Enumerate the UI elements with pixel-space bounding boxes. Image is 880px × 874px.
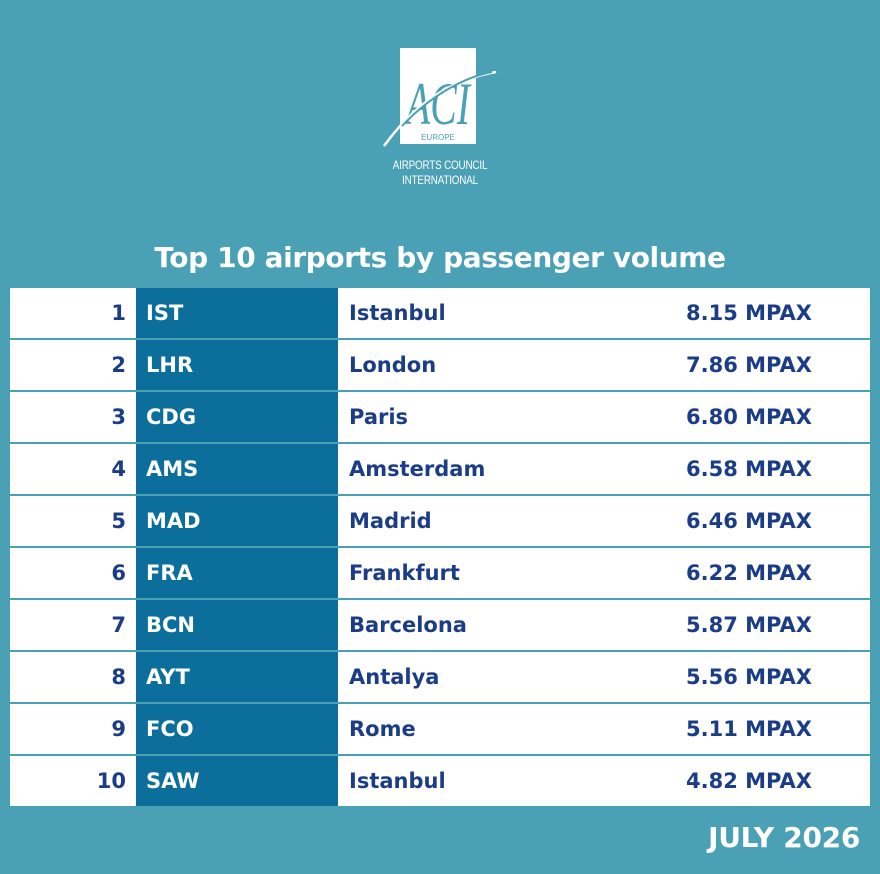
passenger-volume-cell: 5.56 MPAX: [676, 652, 870, 702]
rank-cell: 9: [10, 704, 136, 754]
page-title: Top 10 airports by passenger volume: [154, 241, 726, 274]
table-row: 7 BCN Barcelona 5.87 MPAX: [10, 600, 870, 650]
table-row: 8 AYT Antalya 5.56 MPAX: [10, 652, 870, 702]
city-cell: Antalya: [338, 652, 676, 702]
airport-code-cell: IST: [136, 288, 338, 338]
rank-cell: 6: [10, 548, 136, 598]
table-row: 9 FCO Rome 5.11 MPAX: [10, 704, 870, 754]
city-cell: London: [338, 340, 676, 390]
airport-code-cell: AMS: [136, 444, 338, 494]
rank-cell: 7: [10, 600, 136, 650]
city-cell: Paris: [338, 392, 676, 442]
table-row: 4 AMS Amsterdam 6.58 MPAX: [10, 444, 870, 494]
rank-cell: 8: [10, 652, 136, 702]
passenger-volume-cell: 5.11 MPAX: [676, 704, 870, 754]
table-row: 5 MAD Madrid 6.46 MPAX: [10, 496, 870, 546]
airport-code-cell: SAW: [136, 756, 338, 806]
passenger-volume-cell: 7.86 MPAX: [676, 340, 870, 390]
logo-region-text: EUROPE: [421, 133, 455, 142]
passenger-volume-cell: 5.87 MPAX: [676, 600, 870, 650]
passenger-volume-cell: 8.15 MPAX: [676, 288, 870, 338]
table-row: 1 IST Istanbul 8.15 MPAX: [10, 288, 870, 338]
airport-code-cell: LHR: [136, 340, 338, 390]
logo-line-airports-council: AIRPORTS COUNCIL: [392, 158, 488, 172]
passenger-volume-cell: 6.58 MPAX: [676, 444, 870, 494]
airport-code-cell: AYT: [136, 652, 338, 702]
airport-code-cell: FRA: [136, 548, 338, 598]
rank-cell: 3: [10, 392, 136, 442]
ranking-table: 1 IST Istanbul 8.15 MPAX 2 LHR London 7.…: [10, 288, 870, 806]
city-cell: Istanbul: [338, 756, 676, 806]
city-cell: Madrid: [338, 496, 676, 546]
city-cell: Barcelona: [338, 600, 676, 650]
passenger-volume-cell: 4.82 MPAX: [676, 756, 870, 806]
airport-code-cell: CDG: [136, 392, 338, 442]
airport-code-cell: BCN: [136, 600, 338, 650]
report-date: JULY 2026: [708, 821, 860, 854]
rank-cell: 1: [10, 288, 136, 338]
airport-code-cell: FCO: [136, 704, 338, 754]
aci-logo-mark: ACI EUROPE: [382, 48, 497, 147]
table-row: 10 SAW Istanbul 4.82 MPAX: [10, 756, 870, 806]
passenger-volume-cell: 6.80 MPAX: [676, 392, 870, 442]
passenger-volume-cell: 6.22 MPAX: [676, 548, 870, 598]
table-row: 6 FRA Frankfurt 6.22 MPAX: [10, 548, 870, 598]
logo-line-international: INTERNATIONAL: [402, 173, 478, 187]
rank-cell: 4: [10, 444, 136, 494]
city-cell: Istanbul: [338, 288, 676, 338]
aci-europe-logo: ACI EUROPE AIRPORTS COUNCIL INTERNATIONA…: [380, 46, 500, 196]
table-row: 3 CDG Paris 6.80 MPAX: [10, 392, 870, 442]
rank-cell: 2: [10, 340, 136, 390]
rank-cell: 10: [10, 756, 136, 806]
table-row: 2 LHR London 7.86 MPAX: [10, 340, 870, 390]
rank-cell: 5: [10, 496, 136, 546]
airport-code-cell: MAD: [136, 496, 338, 546]
city-cell: Amsterdam: [338, 444, 676, 494]
city-cell: Frankfurt: [338, 548, 676, 598]
passenger-volume-cell: 6.46 MPAX: [676, 496, 870, 546]
city-cell: Rome: [338, 704, 676, 754]
